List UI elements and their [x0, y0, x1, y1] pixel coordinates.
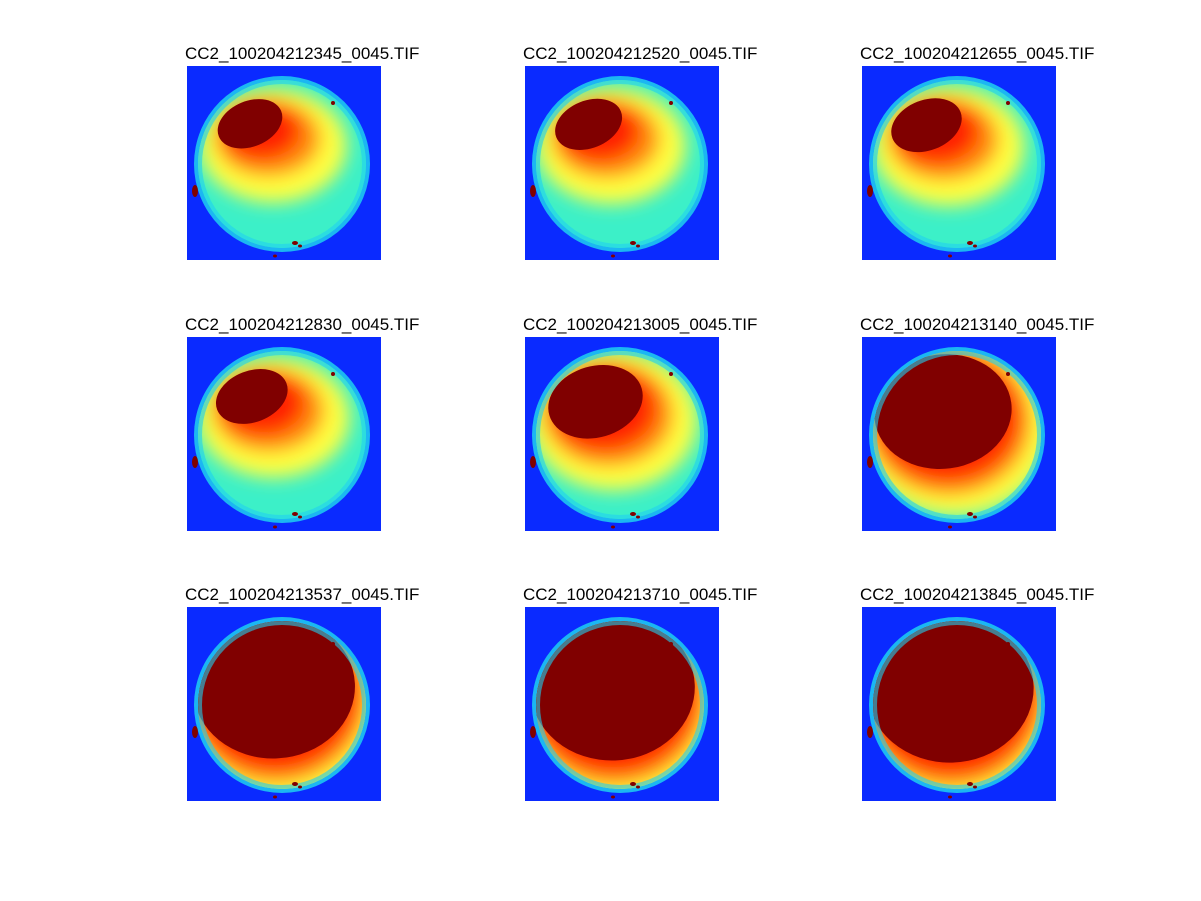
thermal-image [862, 337, 1056, 531]
panel-title: CC2_100204212830_0045.TIF [185, 315, 420, 334]
thermal-image [525, 337, 719, 531]
panel-title: CC2_100204213845_0045.TIF [860, 585, 1095, 604]
thermal-image [862, 607, 1056, 801]
thermal-disc [198, 621, 366, 789]
image-panel-5: CC2_100204213005_0045.TIF [523, 315, 785, 555]
image-panel-8: CC2_100204213710_0045.TIF [523, 585, 785, 825]
thermal-disc [873, 351, 1041, 519]
image-panel-1: CC2_100204212345_0045.TIF [185, 44, 447, 284]
panel-title: CC2_100204213005_0045.TIF [523, 315, 758, 334]
thermal-image [187, 337, 381, 531]
panel-title: CC2_100204213710_0045.TIF [523, 585, 758, 604]
panel-title: CC2_100204213537_0045.TIF [185, 585, 420, 604]
panel-title: CC2_100204213140_0045.TIF [860, 315, 1095, 334]
panel-title: CC2_100204212655_0045.TIF [860, 44, 1095, 63]
thermal-disc [536, 621, 704, 789]
panel-title: CC2_100204212345_0045.TIF [185, 44, 420, 63]
image-panel-3: CC2_100204212655_0045.TIF [860, 44, 1122, 284]
thermal-disc [536, 351, 704, 519]
thermal-disc [873, 621, 1041, 789]
image-panel-4: CC2_100204212830_0045.TIF [185, 315, 447, 555]
panel-title: CC2_100204212520_0045.TIF [523, 44, 758, 63]
image-panel-9: CC2_100204213845_0045.TIF [860, 585, 1122, 825]
thermal-image [187, 66, 381, 260]
image-panel-6: CC2_100204213140_0045.TIF [860, 315, 1122, 555]
thermal-image [187, 607, 381, 801]
thermal-disc [198, 351, 366, 519]
thermal-image [525, 607, 719, 801]
image-panel-7: CC2_100204213537_0045.TIF [185, 585, 447, 825]
thermal-disc [536, 80, 704, 248]
thermal-image [862, 66, 1056, 260]
thermal-disc [198, 80, 366, 248]
image-panel-2: CC2_100204212520_0045.TIF [523, 44, 785, 284]
thermal-image [525, 66, 719, 260]
thermal-disc [873, 80, 1041, 248]
